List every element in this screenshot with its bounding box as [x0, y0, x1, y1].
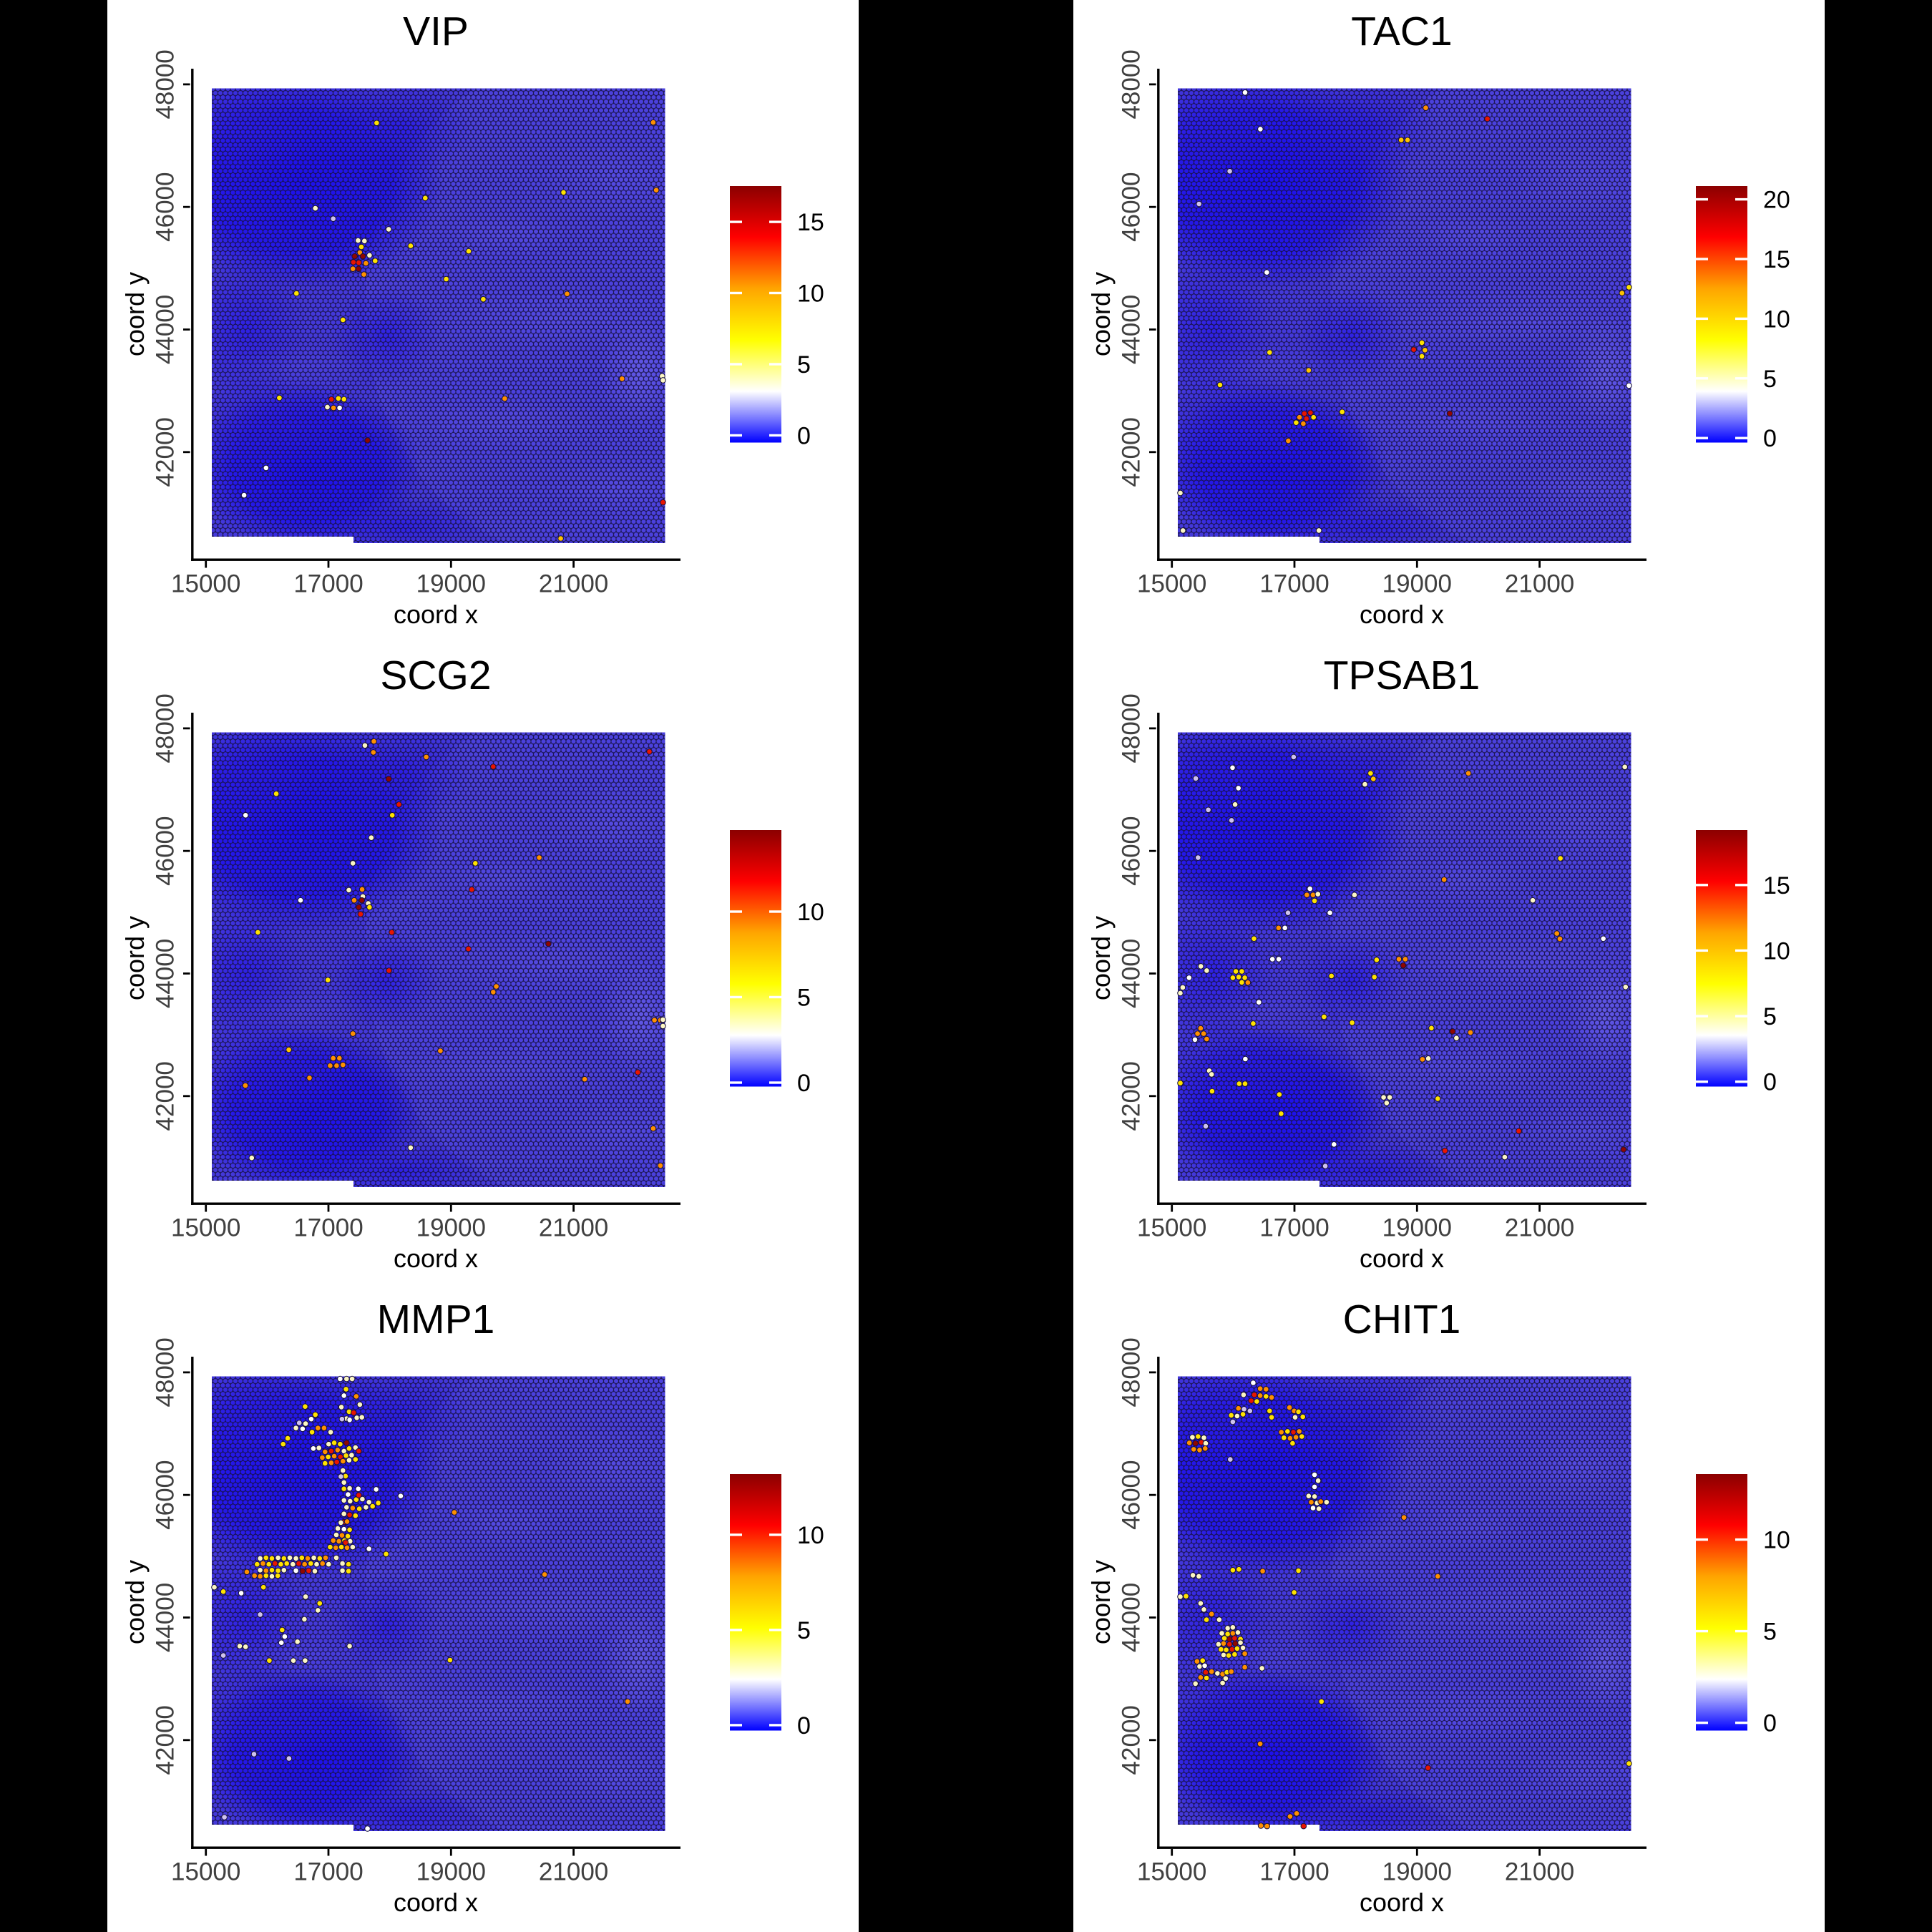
svg-text:coord y: coord y	[120, 272, 150, 356]
svg-text:19000: 19000	[416, 1858, 486, 1886]
svg-text:10: 10	[797, 899, 824, 926]
svg-text:44000: 44000	[152, 939, 180, 1008]
svg-text:21000: 21000	[539, 1858, 608, 1886]
svg-text:0: 0	[797, 1070, 811, 1097]
svg-text:10: 10	[1763, 306, 1790, 333]
svg-text:coord y: coord y	[1086, 916, 1116, 1000]
svg-text:48000: 48000	[152, 693, 180, 763]
svg-text:coord y: coord y	[1086, 272, 1116, 356]
svg-text:48000: 48000	[152, 49, 180, 119]
svg-text:coord y: coord y	[1086, 1560, 1116, 1644]
svg-text:46000: 46000	[152, 172, 180, 242]
svg-text:21000: 21000	[539, 570, 608, 598]
svg-text:19000: 19000	[1382, 1214, 1452, 1242]
svg-text:coord x: coord x	[1360, 1244, 1444, 1273]
svg-text:46000: 46000	[152, 816, 180, 886]
svg-text:21000: 21000	[1505, 570, 1574, 598]
svg-text:0: 0	[797, 422, 811, 449]
svg-text:17000: 17000	[1259, 570, 1329, 598]
svg-text:42000: 42000	[1118, 1061, 1146, 1131]
svg-text:SCG2: SCG2	[380, 653, 491, 698]
svg-text:42000: 42000	[152, 417, 180, 487]
svg-text:coord y: coord y	[120, 1560, 150, 1644]
svg-text:15000: 15000	[171, 1858, 240, 1886]
svg-text:10: 10	[797, 280, 824, 308]
svg-text:48000: 48000	[152, 1337, 180, 1407]
svg-text:15: 15	[797, 209, 824, 236]
svg-text:19000: 19000	[1382, 1858, 1452, 1886]
svg-text:VIP: VIP	[403, 9, 469, 54]
svg-text:46000: 46000	[1118, 172, 1146, 242]
svg-text:5: 5	[1763, 1619, 1777, 1646]
svg-text:coord x: coord x	[1360, 1888, 1444, 1917]
svg-text:48000: 48000	[1118, 1337, 1146, 1407]
svg-text:coord x: coord x	[394, 1244, 478, 1273]
svg-text:15000: 15000	[1137, 1214, 1206, 1242]
svg-text:42000: 42000	[152, 1705, 180, 1775]
svg-text:CHIT1: CHIT1	[1343, 1297, 1461, 1342]
svg-text:44000: 44000	[1118, 295, 1146, 364]
svg-text:15: 15	[1763, 246, 1790, 273]
svg-text:48000: 48000	[1118, 49, 1146, 119]
svg-text:44000: 44000	[1118, 939, 1146, 1008]
svg-text:5: 5	[797, 351, 811, 379]
svg-text:21000: 21000	[539, 1214, 608, 1242]
svg-text:15000: 15000	[1137, 570, 1206, 598]
svg-text:coord x: coord x	[1360, 600, 1444, 629]
svg-text:TAC1: TAC1	[1351, 9, 1452, 54]
svg-text:TPSAB1: TPSAB1	[1324, 653, 1480, 698]
svg-text:17000: 17000	[293, 1214, 363, 1242]
svg-text:15: 15	[1763, 872, 1790, 899]
svg-text:44000: 44000	[1118, 1583, 1146, 1652]
svg-text:19000: 19000	[416, 1214, 486, 1242]
svg-text:19000: 19000	[416, 570, 486, 598]
svg-text:42000: 42000	[1118, 417, 1146, 487]
svg-text:17000: 17000	[1259, 1858, 1329, 1886]
svg-text:21000: 21000	[1505, 1214, 1574, 1242]
svg-text:0: 0	[1763, 1710, 1777, 1737]
svg-text:42000: 42000	[1118, 1705, 1146, 1775]
svg-text:42000: 42000	[152, 1061, 180, 1131]
svg-text:17000: 17000	[293, 570, 363, 598]
svg-text:44000: 44000	[152, 295, 180, 364]
svg-text:coord x: coord x	[394, 600, 478, 629]
svg-text:10: 10	[1763, 1527, 1790, 1554]
svg-text:17000: 17000	[293, 1858, 363, 1886]
svg-text:46000: 46000	[1118, 1460, 1146, 1530]
svg-text:44000: 44000	[152, 1583, 180, 1652]
svg-text:17000: 17000	[1259, 1214, 1329, 1242]
svg-text:0: 0	[1763, 1069, 1777, 1096]
svg-text:5: 5	[797, 985, 811, 1012]
svg-text:coord x: coord x	[394, 1888, 478, 1917]
svg-text:0: 0	[797, 1712, 811, 1740]
svg-text:10: 10	[1763, 937, 1790, 965]
svg-text:19000: 19000	[1382, 570, 1452, 598]
svg-text:5: 5	[1763, 366, 1777, 393]
svg-text:5: 5	[1763, 1003, 1777, 1030]
svg-text:15000: 15000	[1137, 1858, 1206, 1886]
svg-text:0: 0	[1763, 425, 1777, 452]
svg-text:10: 10	[797, 1522, 824, 1549]
svg-text:5: 5	[797, 1617, 811, 1644]
svg-text:46000: 46000	[152, 1460, 180, 1530]
svg-text:46000: 46000	[1118, 816, 1146, 886]
svg-text:48000: 48000	[1118, 693, 1146, 763]
svg-text:coord y: coord y	[120, 916, 150, 1000]
svg-text:MMP1: MMP1	[377, 1297, 495, 1342]
svg-text:20: 20	[1763, 187, 1790, 214]
svg-text:21000: 21000	[1505, 1858, 1574, 1886]
svg-text:15000: 15000	[171, 1214, 240, 1242]
svg-text:15000: 15000	[171, 570, 240, 598]
